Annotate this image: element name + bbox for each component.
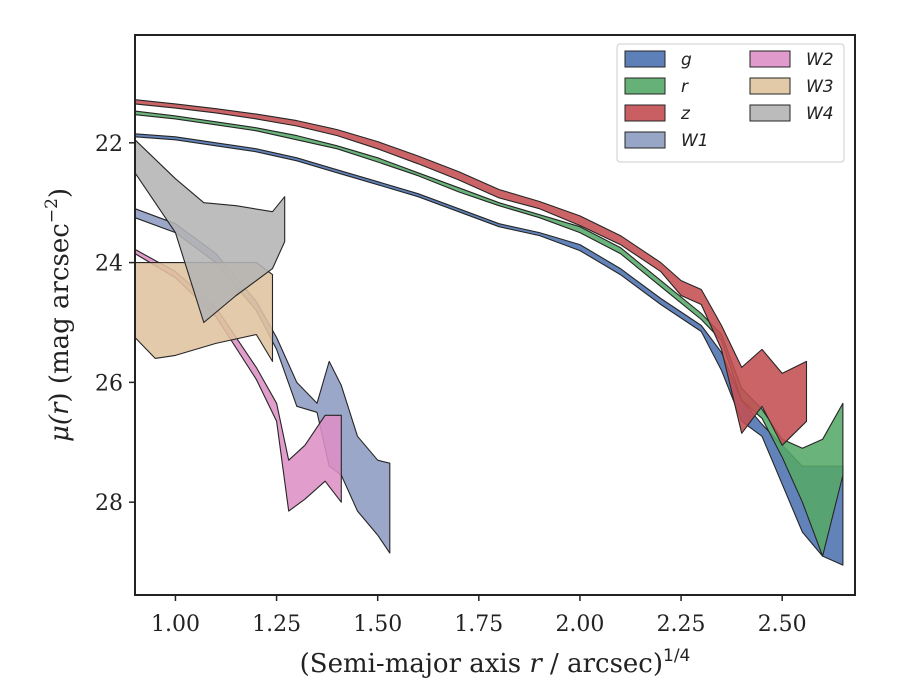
legend: grz W1 W2 W3 W4 [616, 43, 845, 163]
x-axis-title: (Semi-major axis r / arcsec)1/4 [300, 646, 691, 679]
legend-swatch-r [624, 77, 666, 95]
y-tick-label: 28 [95, 491, 123, 516]
y-axis-title-mu: μ( [45, 414, 75, 442]
x-tick-label: 2.50 [758, 612, 807, 637]
legend-label-W2: W2 [806, 50, 834, 70]
y-axis-title: μ(r) (mag arcsec−2) [42, 188, 75, 442]
x-tick-label: 2.00 [555, 612, 604, 637]
legend-swatch-W4 [749, 104, 791, 122]
legend-label-z: z [680, 104, 691, 124]
y-tick-label: 26 [95, 371, 123, 396]
axis-ticks: 1.00 1.25 1.50 1.75 2.00 2.25 2.50 22 24 26 28 [95, 132, 807, 637]
legend-label-g: g [681, 50, 692, 70]
band-W4 [134, 139, 286, 324]
band-z [134, 99, 808, 446]
legend-swatch-W3 [749, 77, 791, 95]
x-axis-title-text: (Semi-major axis [300, 649, 530, 679]
x-tick-label: 1.25 [252, 612, 301, 637]
legend-label-r: r [681, 77, 689, 97]
x-axis-title-var: r [529, 649, 543, 679]
legend-frame [616, 43, 845, 163]
y-axis-title-close: ) [45, 188, 75, 198]
legend-swatch-W1 [624, 131, 666, 149]
y-axis-title-var: r [45, 401, 75, 415]
x-axis-title-exponent: 1/4 [663, 646, 690, 666]
x-tick-label: 1.50 [353, 612, 402, 637]
legend-swatch-g [624, 50, 666, 68]
x-axis-title-unit: / arcsec) [542, 649, 663, 679]
y-tick-label: 24 [95, 252, 123, 277]
legend-label-W1: W1 [681, 131, 709, 151]
legend-label-W4: W4 [806, 104, 834, 124]
band-r [134, 110, 844, 557]
plot-frame [134, 34, 856, 596]
legend-swatch-z [624, 104, 666, 122]
y-tick-label: 22 [95, 132, 123, 157]
y-axis-title-exponent: −2 [42, 198, 62, 223]
band-g [134, 133, 844, 566]
x-tick-label: 1.75 [454, 612, 503, 637]
x-tick-label: 2.25 [657, 612, 706, 637]
legend-label-W3: W3 [806, 77, 834, 97]
legend-swatch-W2 [749, 50, 791, 68]
x-tick-label: 1.00 [151, 612, 200, 637]
data-bands [134, 99, 844, 566]
y-axis-title-rest: ) (mag arcsec [45, 223, 75, 402]
